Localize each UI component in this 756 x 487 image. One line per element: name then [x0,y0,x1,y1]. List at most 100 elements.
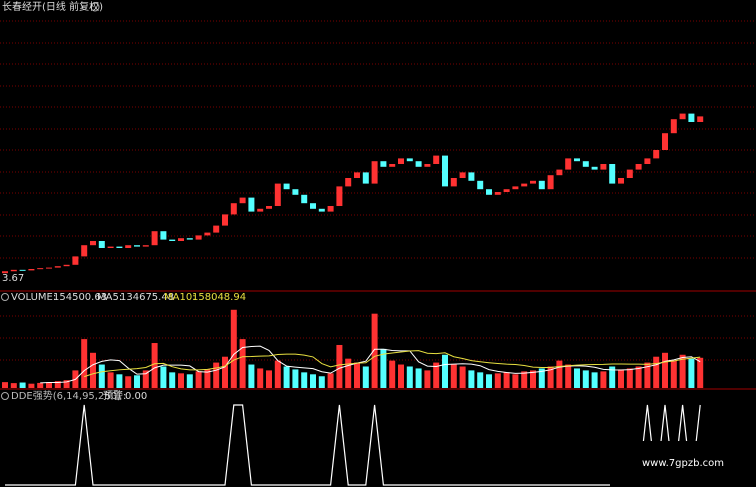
volume-title: VOLUME: [11,292,56,303]
volume-bar [327,373,334,388]
candle-body [574,158,580,162]
volume-bar [626,368,633,388]
candle-body [336,186,343,206]
volume-bar [230,309,237,388]
volume-bar [380,348,387,388]
candle-body [635,164,642,170]
volume-bar [512,374,519,388]
candle-body [380,161,387,167]
volume-bar [178,373,184,388]
volume-bar [635,366,642,388]
candle-body [160,231,167,240]
candle-body [398,158,404,164]
volume-bar [679,354,686,388]
candle-body [19,269,26,271]
volume-bar [582,370,589,388]
volume-bar [10,383,17,388]
candle-body [318,208,325,212]
volume-bar [310,374,316,388]
volume-bar [283,366,290,388]
volume-bar [494,373,501,388]
volume-bar [468,370,475,388]
volume-bar [354,362,360,388]
candle-body [389,164,396,167]
volume-bar [204,369,211,388]
candle-body [10,269,17,272]
volume-bar [459,366,466,388]
candle-body [521,183,528,187]
volume-bar [28,383,35,388]
candle-body [151,231,158,246]
volume-bar [301,372,308,388]
candle-body [230,203,237,215]
marks [2,113,704,486]
candle-body [178,238,184,241]
ma-line [40,345,701,384]
candle-body [90,241,96,246]
candle-body [582,161,589,167]
watermark-box [610,441,756,487]
settings-icon[interactable] [1,392,9,400]
volume-bar [503,372,510,388]
volume-bar [591,372,598,388]
candle-body [424,164,431,167]
candle-body [512,186,519,190]
volume-bar [556,360,563,388]
volume-bar [2,382,8,388]
volume-bar [644,362,651,388]
volume-bar [142,370,149,388]
candle-body [2,271,8,274]
dde-title: DDE强势(6,14,95,250) [11,389,121,402]
volume-bar [697,357,704,388]
volume-bar [274,360,281,388]
candle-body [142,245,149,247]
candle-body [72,256,79,265]
volume-bar [362,366,369,388]
candle-body [618,178,624,184]
volume-bar [389,360,396,388]
volume-bar [239,339,246,388]
candle-body [54,266,61,268]
volume-bar [107,372,114,388]
volume-bar [248,364,255,388]
volume-bar [37,382,44,388]
volume-bar [318,376,325,388]
volume-bar [433,362,440,388]
volume-bar [574,368,580,388]
candle-body [301,194,308,204]
volume-bar [19,382,26,388]
candle-body [644,158,651,164]
candle-body [486,189,492,195]
candle-body [266,206,272,209]
volume-bar [266,370,272,388]
candle-body [688,113,695,122]
settings-icon[interactable] [1,293,9,301]
candle-body [459,172,466,178]
dde-line [5,404,701,486]
candle-body [653,150,660,159]
volume-bar [345,358,352,388]
candle-body [600,164,607,170]
ma10-value: 158048.94 [192,292,246,303]
volume-bar [538,368,545,388]
candle-body [283,183,290,190]
candle-body [547,175,554,190]
volume-bar [609,366,616,388]
volume-bar [565,364,572,388]
volume-bar [442,354,448,388]
candle-body [556,169,563,176]
volume-bar [63,380,70,388]
candle-body [345,178,352,187]
volume-bar [406,366,413,388]
volume-bar [151,343,158,388]
chart-title: 长春经开(日线 前复权) [2,0,103,13]
settings-icon[interactable] [90,2,100,12]
candle-body [530,180,536,184]
volume-bar [54,381,61,388]
volume-bar [125,376,132,388]
volume-bar [90,352,96,388]
candle-body [565,158,572,170]
candle-body [477,180,484,190]
volume-bar [450,364,457,388]
candle-body [239,197,246,204]
